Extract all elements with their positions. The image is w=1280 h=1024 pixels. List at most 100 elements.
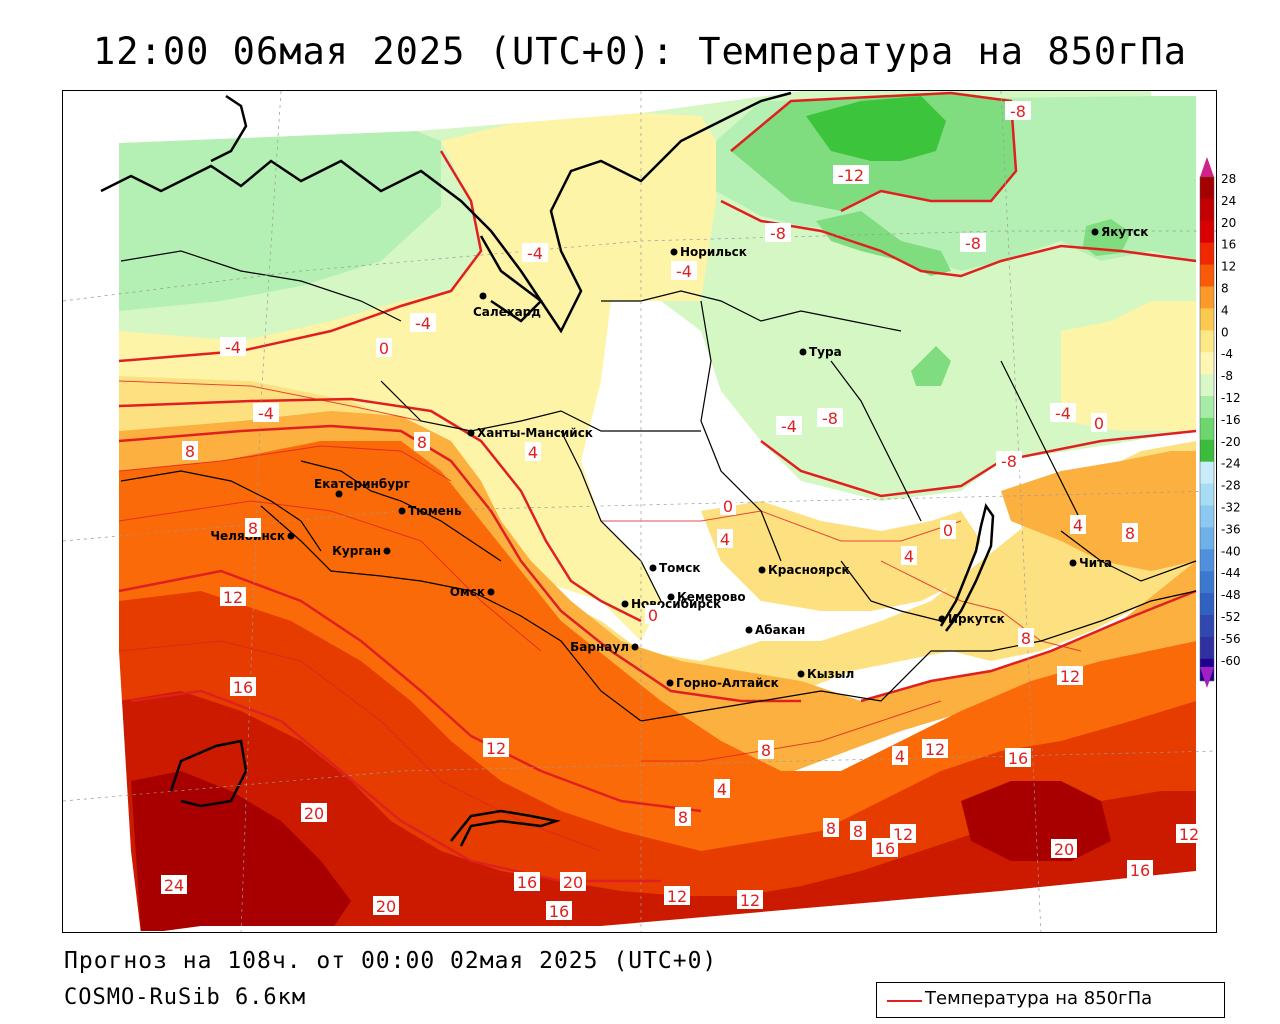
isotherm-label-bg: [376, 338, 392, 357]
colorbar-cell: [1200, 264, 1214, 287]
isotherm-label-bg: [220, 587, 246, 606]
legend-label: Температура на 850гПа: [925, 988, 1153, 1009]
region-border: [830, 360, 922, 522]
isotherm-label: -8: [770, 224, 786, 243]
isotherm-label-bg: [960, 233, 986, 252]
isotherm-label-bg: [1051, 839, 1077, 858]
city-marker: [758, 566, 766, 574]
region-border: [700, 300, 782, 562]
isotherm-label: -4: [415, 314, 431, 333]
isotherm-label: 4: [895, 747, 905, 766]
isotherm-label: -8: [822, 409, 838, 428]
colorbar-tick-label: -48: [1221, 588, 1241, 602]
city-label: Красноярск: [768, 563, 850, 577]
colorbar-cell: [1200, 549, 1214, 572]
colorbar-labels: 28 24 20 16 12 8 4 0 -4 -8 -12 -16 -20 -24 -28 -32 -36 -4…: [1221, 172, 1241, 668]
zone-green-dark-2: [816, 211, 951, 276]
zone-orange-light-east: [1001, 451, 1196, 571]
isotherm-label: 12: [486, 739, 506, 758]
graticule-line: [63, 490, 1216, 542]
isotherm-label-bg: [833, 165, 869, 184]
colorbar-cell: [1200, 483, 1214, 506]
city-marker: [479, 292, 487, 300]
colorbar-tick-label: -4: [1221, 347, 1233, 361]
isotherm-label-bg: [1070, 515, 1086, 534]
isotherm-label-bg: [996, 451, 1022, 470]
legend-swatch: [887, 1000, 922, 1002]
city-label: Горно-Алтайск: [676, 676, 779, 690]
city-marker: [467, 429, 475, 437]
map-legend: Температура на 850гПа: [876, 982, 1225, 1018]
isotherm-0: [118, 150, 483, 363]
isotherm-label-bg: [645, 605, 661, 624]
isotherm-16: [130, 689, 661, 883]
isotherm-label: 12: [667, 887, 687, 906]
graticule-line: [240, 91, 282, 932]
zone-yellow-pale-east: [1061, 301, 1196, 431]
city-marker: [666, 679, 674, 687]
city-layer: Норильск Якутск Салехард Тура Ханты-Мансийск…: [210, 225, 1148, 690]
zone-green-deep: [806, 96, 946, 161]
isotherm-label-bg: [1176, 824, 1202, 843]
colorbar-cell: [1200, 330, 1214, 353]
isotherm-label: -8: [1001, 452, 1017, 471]
colorbar-cell: [1200, 220, 1214, 244]
isotherm-label: 0: [1094, 414, 1104, 433]
isotherm-label-bg: [872, 838, 898, 857]
coastlines: [100, 91, 995, 847]
region-border: [300, 460, 502, 562]
map-area[interactable]: Норильск Якутск Салехард Тура Ханты-Мансийск…: [62, 90, 1217, 933]
city-marker: [670, 248, 678, 256]
city-label: Норильск: [680, 245, 747, 259]
colorbar-cell: [1200, 527, 1214, 550]
colorbar-top-arrow: [1200, 157, 1214, 177]
isotherm-label-bg: [514, 872, 540, 891]
colorbar-cell: [1200, 177, 1214, 200]
city-marker: [1091, 228, 1099, 236]
city-label: Тура: [809, 345, 842, 359]
colorbar-cell: [1200, 461, 1214, 485]
isotherm-label-bg: [560, 872, 586, 891]
isotherm-label: 4: [528, 443, 538, 462]
isotherm-label-bg: [765, 223, 791, 242]
isotherm-label: -4: [676, 262, 692, 281]
zone-yellow-pale: [119, 113, 716, 641]
isotherm-label: 0: [723, 497, 733, 516]
isotherm-label-bg: [1127, 860, 1153, 879]
isotherm-label: 8: [248, 519, 258, 538]
region-border: [120, 470, 322, 552]
isotherm-0-east: [760, 429, 1197, 498]
zone-dark-red: [119, 691, 1196, 931]
isotherm-label-bg: [817, 408, 843, 427]
city-marker: [649, 564, 657, 572]
colorbar-cell: [1200, 286, 1214, 309]
isotherm-label-bg: [892, 746, 908, 765]
isotherm-label-bg: [717, 529, 733, 548]
isotherm-label-bg: [675, 807, 691, 826]
isotherm-label-bg: [1091, 413, 1107, 432]
city-marker: [335, 490, 343, 498]
isotherm-label: 20: [376, 897, 396, 916]
yamal-coast: [479, 235, 543, 323]
isotherm-label: 8: [678, 808, 688, 827]
isotherm-label: 20: [304, 804, 324, 823]
isotherm-label-bg: [1057, 666, 1083, 685]
isotherm-label-bg: [823, 818, 839, 837]
colorbar-tick-label: -36: [1221, 522, 1241, 536]
colorbar-tick-label: 4: [1221, 303, 1229, 317]
isotherm-label: 8: [853, 822, 863, 841]
isotherm-label: 20: [1054, 840, 1074, 859]
colorbar-cell: [1200, 374, 1214, 397]
city-marker: [383, 547, 391, 555]
isotherm-label-bg: [850, 821, 866, 840]
colorbar-tick-label: -40: [1221, 544, 1241, 558]
isotherm-label-bg: [737, 890, 763, 909]
colorbar-tick-label: 24: [1221, 194, 1236, 208]
colorbar-cell: [1200, 352, 1214, 375]
map-title: 12:00 06мая 2025 (UTC+0): Температура на…: [93, 30, 1187, 73]
isotherm-label: 8: [1125, 524, 1135, 543]
region-border: [840, 560, 942, 622]
isotherm-label: 4: [1073, 516, 1083, 535]
isotherm-label-bg: [301, 803, 327, 822]
